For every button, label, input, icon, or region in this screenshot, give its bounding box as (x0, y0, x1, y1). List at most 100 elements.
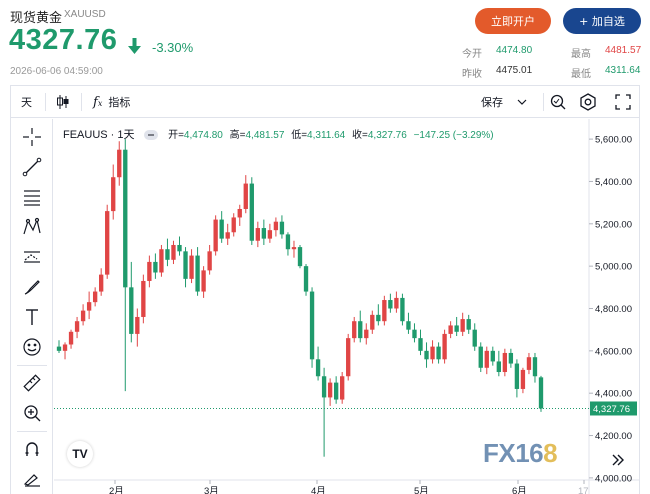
quick-search-icon[interactable] (549, 86, 567, 118)
tv-logo-icon: TV (72, 447, 88, 461)
candle-body (321, 376, 327, 398)
brush-icon[interactable] (20, 275, 44, 299)
candlestick-chart[interactable]: 5,600.00 5,400.00 5,200.00 5,000.00 4,800.00… (11, 86, 639, 494)
candle-body (478, 346, 483, 368)
zoom-in-icon[interactable] (20, 401, 44, 425)
eye-icon[interactable] (143, 129, 159, 141)
go-to-date-icon[interactable] (607, 450, 627, 470)
candle-body (303, 266, 309, 292)
candle-body (309, 291, 315, 360)
save-button[interactable]: 保存 (481, 86, 527, 118)
x-tick-label: 4月 (311, 486, 326, 494)
candle-body (261, 228, 267, 239)
candle-body (538, 377, 544, 409)
indicators-button[interactable]: fx 指标 (93, 86, 130, 118)
candle-body (388, 300, 393, 309)
y-tick-label: 4,000.00 (595, 473, 632, 484)
add-watchlist-button[interactable]: + 加自选 (563, 8, 641, 34)
projection-icon[interactable] (20, 245, 44, 269)
candle-body (340, 376, 345, 400)
ruler-icon[interactable] (20, 371, 44, 395)
candle-body (183, 251, 188, 279)
candle-body (346, 338, 351, 377)
indicators-label: 指标 (108, 96, 131, 109)
legend-low-label: 低= (291, 130, 308, 141)
candle-body (129, 287, 134, 334)
y-tick-label: 5,600.00 (595, 135, 632, 146)
prev-close-label: 昨收 (462, 69, 482, 80)
trend-line-icon[interactable] (20, 155, 44, 179)
toolbar-divider (81, 93, 82, 111)
candle-body (165, 249, 170, 260)
candle-body (327, 382, 333, 398)
candle-body (448, 325, 453, 334)
fx168-watermark: FX168 (483, 438, 558, 468)
candle-body (159, 249, 164, 273)
instrument-name: 现货黄金 (10, 11, 63, 26)
candle-body (406, 321, 411, 330)
candle-body (400, 297, 405, 322)
x-tick-label: 17 (578, 486, 589, 494)
candle-body (520, 369, 526, 389)
candle-body (315, 359, 321, 377)
last-price: 4327.76 (9, 24, 118, 56)
candle-body (382, 300, 387, 322)
chevron-down-icon (517, 99, 527, 105)
candle-body (68, 331, 74, 345)
legend-symbol: FEAUUS · 1天 (63, 129, 135, 141)
candle-body (333, 382, 339, 400)
candle-body (249, 183, 254, 241)
candle-body (454, 325, 459, 332)
crosshair-icon[interactable] (20, 125, 44, 149)
candle-body (141, 280, 146, 317)
candle-body (243, 183, 248, 209)
x-tick-label: 3月 (204, 486, 219, 494)
candle-body (376, 314, 381, 322)
fib-retracement-icon[interactable] (20, 185, 44, 209)
candle-body (508, 352, 514, 364)
quote-time: 2026-06-06 04:59:00 (10, 66, 103, 77)
y-tick-label: 5,400.00 (595, 177, 632, 188)
text-icon[interactable] (20, 305, 44, 329)
open-account-button[interactable]: 立即开户 (475, 8, 551, 34)
lock-drawing-icon[interactable] (20, 465, 44, 489)
candle-body (364, 329, 369, 339)
tradingview-logo[interactable]: TV (67, 441, 93, 467)
candle-body (496, 361, 501, 373)
candle-body (472, 329, 477, 347)
prev-close-value: 4475.01 (496, 65, 533, 76)
candle-body (436, 346, 441, 360)
emoji-icon[interactable] (20, 335, 44, 359)
candle-body (442, 333, 447, 360)
settings-gear-icon[interactable] (579, 86, 597, 118)
interval-button[interactable]: 天 (21, 96, 32, 109)
candle-body (514, 363, 520, 389)
y-tick-label: 4,200.00 (595, 431, 632, 442)
change-percent: -3.30% (152, 40, 194, 55)
candle-body (502, 352, 508, 373)
candle-body (225, 232, 230, 239)
legend-open: 4,474.80 (183, 130, 223, 141)
candle-body (352, 321, 357, 339)
magnet-icon[interactable] (20, 437, 44, 461)
low-value: 4311.64 (605, 65, 641, 76)
candle-body (532, 357, 538, 377)
high-label: 最高 (571, 49, 591, 60)
high-value: 4481.57 (605, 45, 642, 56)
candle-body (466, 319, 471, 330)
candle-body (153, 261, 158, 273)
candle-body (201, 270, 206, 292)
legend-change: −147.25 (−3.29%) (413, 130, 494, 141)
candle-body (171, 244, 176, 260)
candle-body (267, 230, 273, 239)
candle-body (291, 247, 297, 250)
last-price-tag (590, 401, 637, 416)
candle-body (358, 321, 363, 339)
pattern-icon[interactable] (20, 215, 44, 239)
candle-body (219, 219, 224, 239)
last-price-tag-label: 4,327.76 (593, 404, 630, 415)
candle-body (273, 221, 279, 231)
candle-type-icon[interactable] (56, 86, 70, 118)
fullscreen-icon[interactable] (615, 86, 631, 118)
candle-body (231, 217, 236, 233)
